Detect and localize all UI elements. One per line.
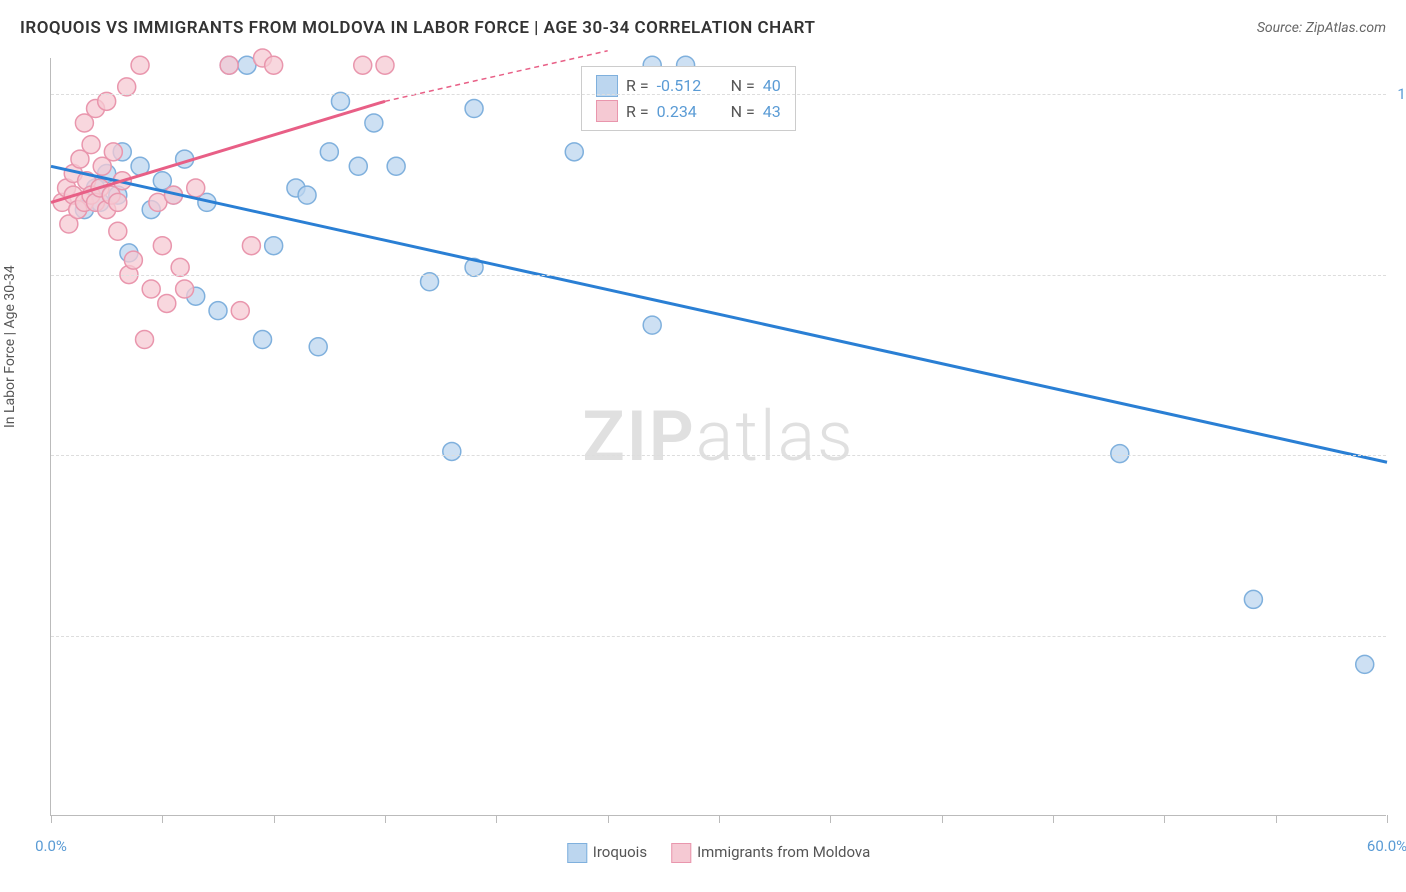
scatter-point <box>176 280 194 298</box>
x-tick <box>1164 815 1165 823</box>
y-tick-label: 25.0% <box>1391 627 1406 645</box>
scatter-point <box>1244 590 1262 608</box>
scatter-point <box>131 56 149 74</box>
bottom-legend: Iroquois Immigrants from Moldova <box>567 843 870 863</box>
x-tick <box>385 815 386 823</box>
stats-legend-box: R =-0.512N =40R =0.234N =43 <box>581 66 796 131</box>
x-tick <box>162 815 163 823</box>
scatter-point <box>349 157 367 175</box>
x-tick <box>719 815 720 823</box>
scatter-point <box>365 114 383 132</box>
x-tick <box>1387 815 1388 823</box>
scatter-point <box>443 442 461 460</box>
gridline <box>51 275 1386 276</box>
scatter-point <box>136 331 154 349</box>
gridline <box>51 455 1386 456</box>
y-tick-label: 75.0% <box>1391 266 1406 284</box>
x-tick-label: 60.0% <box>1367 837 1406 855</box>
x-tick <box>1276 815 1277 823</box>
chart-plot-area: ZIPatlas R =-0.512N =40R =0.234N =43 Iro… <box>50 58 1386 816</box>
legend-item: Immigrants from Moldova <box>671 843 870 863</box>
scatter-point <box>298 186 316 204</box>
y-axis-label: In Labor Force | Age 30-34 <box>2 265 18 428</box>
scatter-point <box>82 136 100 154</box>
scatter-point <box>109 193 127 211</box>
source-label: Source: ZipAtlas.com <box>1257 20 1386 36</box>
x-tick <box>51 815 52 823</box>
x-tick <box>830 815 831 823</box>
x-tick <box>274 815 275 823</box>
legend-item: Iroquois <box>567 843 647 863</box>
r-label: R = <box>626 99 649 125</box>
scatter-point <box>265 56 283 74</box>
legend-swatch <box>567 843 587 863</box>
scatter-point <box>158 294 176 312</box>
scatter-point <box>209 302 227 320</box>
regression-line <box>51 166 1387 462</box>
x-tick <box>496 815 497 823</box>
scatter-point <box>309 338 327 356</box>
scatter-point <box>220 56 238 74</box>
scatter-point <box>354 56 372 74</box>
legend-swatch <box>671 843 691 863</box>
scatter-point <box>565 143 583 161</box>
scatter-point <box>231 302 249 320</box>
legend-swatch <box>596 100 618 122</box>
scatter-point <box>187 179 205 197</box>
scatter-point <box>124 251 142 269</box>
legend-label: Immigrants from Moldova <box>697 843 870 861</box>
y-tick-label: 100.0% <box>1391 85 1406 103</box>
x-tick <box>942 815 943 823</box>
scatter-point <box>104 143 122 161</box>
scatter-svg <box>51 58 1386 815</box>
x-tick <box>608 815 609 823</box>
n-label: N = <box>731 99 755 125</box>
chart-title: IROQUOIS VS IMMIGRANTS FROM MOLDOVA IN L… <box>20 18 815 38</box>
scatter-point <box>254 331 272 349</box>
scatter-point <box>643 316 661 334</box>
scatter-point <box>1356 655 1374 673</box>
r-value: 0.234 <box>657 99 717 125</box>
scatter-point <box>142 280 160 298</box>
scatter-point <box>465 100 483 118</box>
legend-label: Iroquois <box>593 843 647 861</box>
scatter-point <box>109 222 127 240</box>
y-tick-label: 50.0% <box>1391 446 1406 464</box>
scatter-point <box>376 56 394 74</box>
scatter-point <box>242 237 260 255</box>
scatter-point <box>1111 445 1129 463</box>
scatter-point <box>387 157 405 175</box>
n-value: 43 <box>763 99 781 125</box>
stats-row: R = 0.234 N = 43 <box>596 99 781 125</box>
x-tick-label: 0.0% <box>35 837 67 855</box>
x-tick <box>1053 815 1054 823</box>
scatter-point <box>320 143 338 161</box>
scatter-point <box>153 237 171 255</box>
chart-header: IROQUOIS VS IMMIGRANTS FROM MOLDOVA IN L… <box>0 0 1406 48</box>
scatter-point <box>265 237 283 255</box>
gridline <box>51 94 1386 95</box>
gridline <box>51 636 1386 637</box>
